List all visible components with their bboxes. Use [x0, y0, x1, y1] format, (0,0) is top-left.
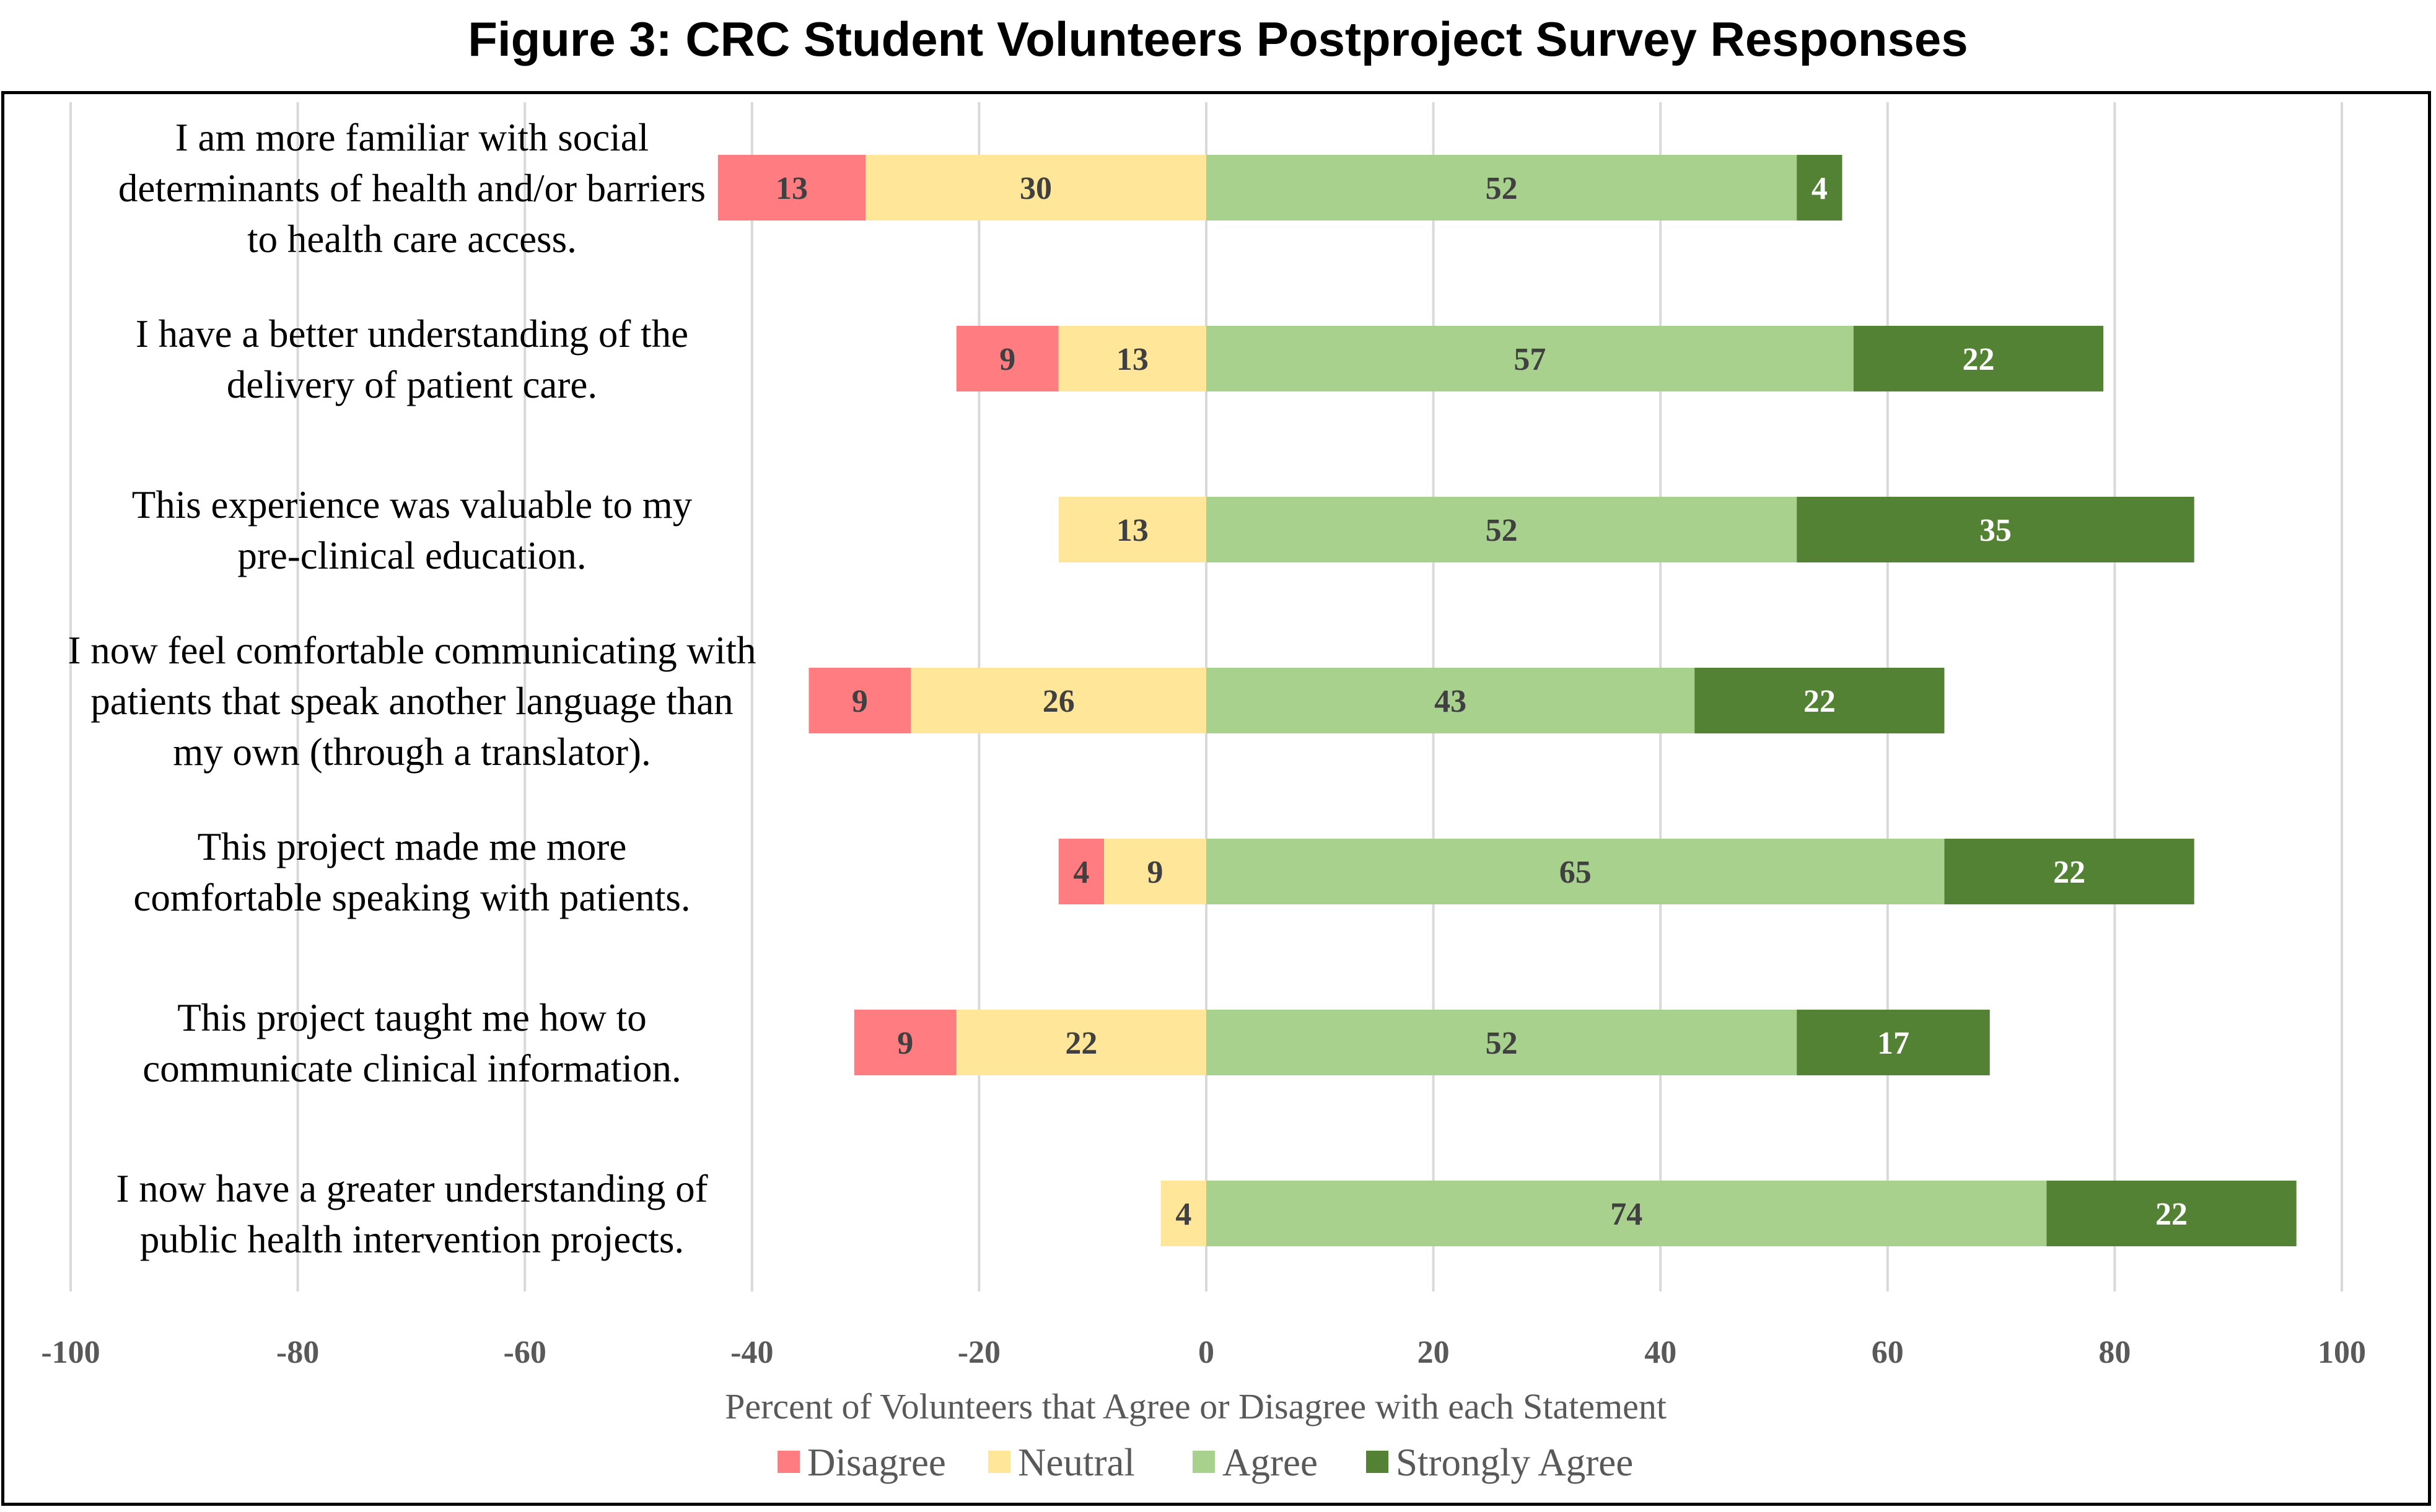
legend-label: Strongly Agree — [1396, 1441, 1633, 1484]
category-label: I am more familiar with social determinan… — [118, 116, 706, 261]
data-label: 74 — [1610, 1197, 1642, 1232]
data-label: 52 — [1486, 513, 1518, 548]
bar-disagree — [808, 668, 911, 733]
category-label: This experience was valuable to my pre-cl… — [132, 483, 693, 577]
x-tick-label: -40 — [730, 1335, 773, 1370]
bar-neutral — [1058, 497, 1206, 562]
data-label: 4 — [1073, 855, 1089, 890]
x-tick-label: 60 — [1872, 1335, 1904, 1370]
x-tick-label: -80 — [276, 1335, 319, 1370]
bar-agree — [1206, 1181, 2047, 1246]
legend-swatch — [988, 1451, 1010, 1473]
bar-strongly-agree — [1694, 668, 1945, 733]
bar-neutral — [1058, 326, 1206, 391]
bar-neutral — [956, 1010, 1206, 1075]
bar-strongly-agree — [1797, 155, 1842, 221]
legend-label: Agree — [1222, 1441, 1318, 1484]
x-tick-label: -100 — [41, 1335, 100, 1370]
bar-neutral — [911, 668, 1206, 733]
data-label: 22 — [1803, 684, 1836, 719]
x-tick-label: -20 — [958, 1335, 1001, 1370]
x-tick-label: -60 — [504, 1335, 546, 1370]
bar-strongly-agree — [1797, 1010, 1990, 1075]
data-label: 13 — [776, 171, 808, 206]
legend-label: Neutral — [1018, 1441, 1135, 1484]
bars: 13 30 52 4 9 13 57 22 13 52 35 9 26 43 22 4 9 65 22 9 22 52 17… — [717, 155, 2297, 1246]
chart-frame — [1, 91, 2431, 1506]
bar-agree — [1206, 1010, 1797, 1075]
data-label: 43 — [1434, 684, 1466, 719]
data-label: 9 — [897, 1026, 913, 1061]
legend-swatch — [778, 1451, 800, 1473]
data-label: 4 — [1175, 1197, 1191, 1232]
data-label: 13 — [1116, 513, 1149, 548]
bar-neutral — [1104, 839, 1206, 904]
data-label: 22 — [2053, 855, 2085, 890]
bar-strongly-agree — [2046, 1181, 2297, 1246]
x-tick-label: 80 — [2098, 1335, 2131, 1370]
bar-disagree — [717, 155, 866, 221]
category-label: I have a better understanding of the deli… — [136, 312, 688, 406]
x-tick-label: 40 — [1644, 1335, 1676, 1370]
data-label: 52 — [1486, 171, 1518, 206]
legend-swatch — [1366, 1451, 1388, 1473]
category-label: I now have a greater understanding of pub… — [116, 1167, 708, 1261]
data-label: 30 — [1020, 171, 1052, 206]
data-label: 35 — [1979, 513, 2012, 548]
data-label: 9 — [999, 342, 1015, 377]
data-label: 17 — [1877, 1026, 1909, 1061]
data-label: 26 — [1043, 684, 1075, 719]
data-label: 57 — [1514, 342, 1546, 377]
data-label: 9 — [852, 684, 868, 719]
legend-label: Disagree — [807, 1441, 946, 1484]
data-label: 22 — [1065, 1026, 1097, 1061]
x-tick-label: 20 — [1417, 1335, 1450, 1370]
legend: Disagree Neutral Agree Strongly Agree — [778, 1441, 1633, 1484]
category-label: I now feel comfortable communicating wit… — [68, 629, 756, 774]
data-label: 13 — [1116, 342, 1149, 377]
bar-agree — [1206, 668, 1695, 733]
data-label: 65 — [1559, 855, 1592, 890]
bar-agree — [1206, 497, 1797, 562]
chart-title: Figure 3: CRC Student Volunteers Postpro… — [468, 12, 1968, 66]
category-labels: I am more familiar with social determinan… — [68, 116, 756, 1261]
data-label: 9 — [1147, 855, 1163, 890]
category-label: This project taught me how to communicate… — [142, 996, 681, 1090]
bar-agree — [1206, 326, 1854, 391]
bar-disagree — [1058, 839, 1105, 904]
bar-strongly-agree — [1944, 839, 2194, 904]
bar-strongly-agree — [1853, 326, 2104, 391]
x-tick-label: 0 — [1198, 1335, 1214, 1370]
data-label: 22 — [2155, 1197, 2188, 1232]
data-label: 52 — [1486, 1026, 1518, 1061]
bar-agree — [1206, 155, 1797, 221]
bar-disagree — [956, 326, 1059, 391]
legend-swatch — [1193, 1451, 1215, 1473]
data-label: 22 — [1962, 342, 1994, 377]
category-label: This project made me more comfortable spe… — [133, 825, 690, 919]
bar-agree — [1206, 839, 1945, 904]
x-tick-label: 100 — [2318, 1335, 2366, 1370]
bar-neutral — [1160, 1181, 1206, 1246]
x-axis-title: Percent of Volunteers that Agree or Disa… — [725, 1386, 1667, 1427]
bar-strongly-agree — [1797, 497, 2194, 562]
bar-neutral — [865, 155, 1206, 221]
x-axis-ticks: -100 -80 -60 -40 -20 0 20 40 60 80 100 — [41, 1335, 2366, 1370]
data-label: 4 — [1812, 171, 1828, 206]
bar-disagree — [854, 1010, 957, 1075]
